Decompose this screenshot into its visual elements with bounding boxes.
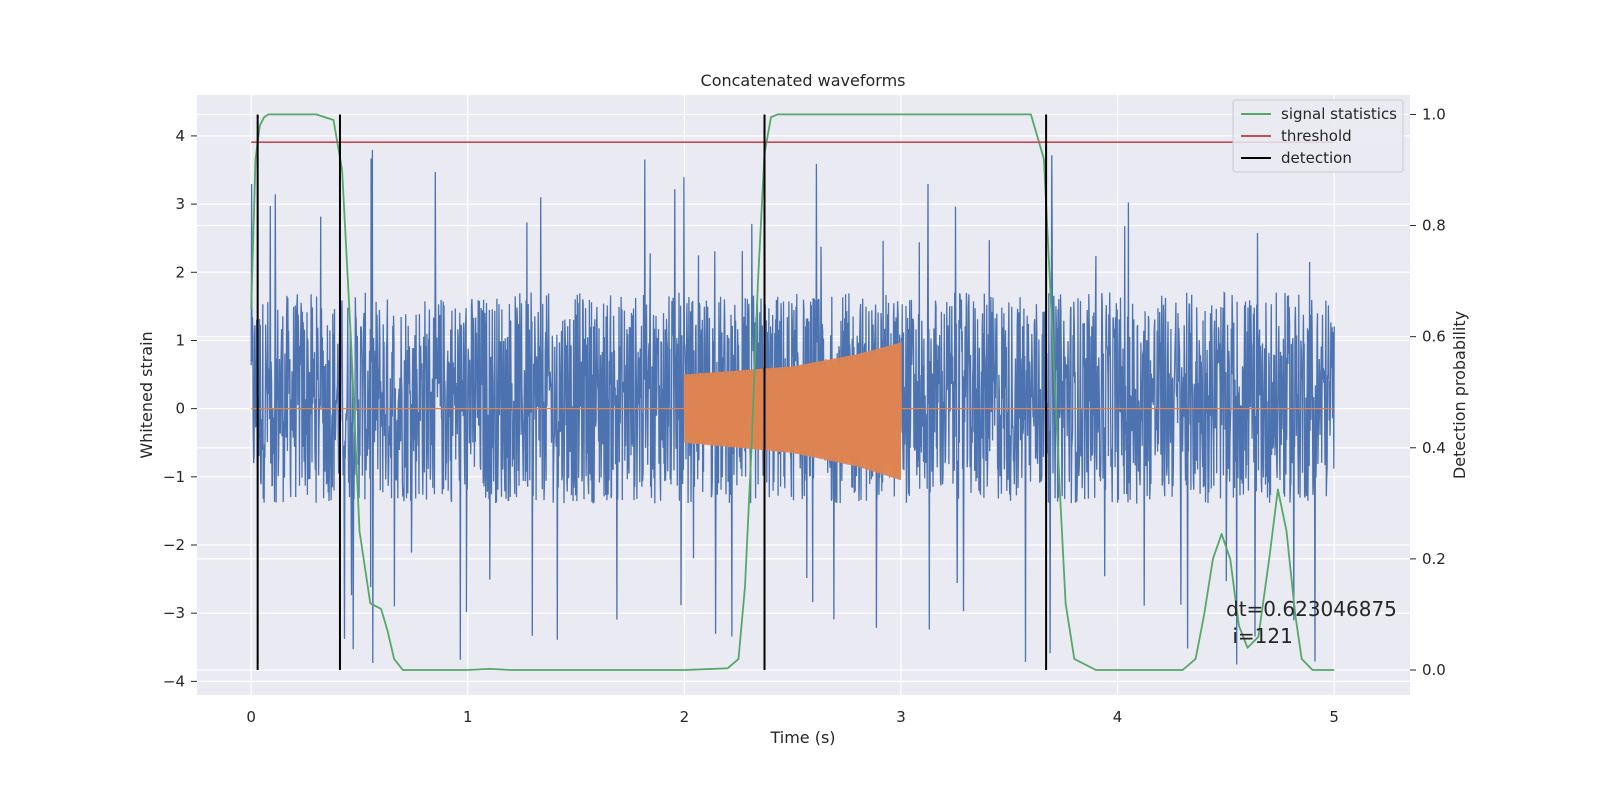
- y-tick-label: −1: [163, 468, 185, 486]
- legend-label-threshold: threshold: [1281, 127, 1352, 145]
- y-tick-label: 2: [175, 263, 185, 281]
- y-tick-label: 3: [175, 195, 185, 213]
- y-axis-title: Whitened strain: [137, 331, 156, 458]
- series-chirp-line: [251, 342, 1335, 481]
- series-noise-line: [250, 150, 1335, 665]
- y-right-tick-label: 0.4: [1422, 439, 1446, 457]
- x-axis-title: Time (s): [769, 728, 835, 747]
- legend-label-signal-statistics: signal statistics: [1281, 105, 1397, 123]
- x-tick-label: 1: [463, 708, 473, 726]
- x-axis-ticks: 0 1 2 3 4 5: [246, 708, 1339, 726]
- y-right-tick-label: 0.2: [1422, 550, 1446, 568]
- y-tick-label: −4: [163, 672, 185, 690]
- y-right-tick-label: 0.6: [1422, 328, 1446, 346]
- annotation-line-2: i=121: [1226, 624, 1293, 648]
- y-tick-label: −2: [163, 536, 185, 554]
- y-axis-ticks: −4 −3 −2 −1 0 1 2 3 4: [163, 127, 197, 690]
- y-tick-label: 0: [175, 400, 185, 418]
- y-right-tick-label: 1.0: [1422, 105, 1446, 123]
- y-right-tick-label: 0.8: [1422, 217, 1446, 235]
- x-tick-label: 5: [1329, 708, 1339, 726]
- plot-area: [250, 113, 1335, 671]
- x-tick-label: 3: [896, 708, 906, 726]
- y-tick-label: 1: [175, 331, 185, 349]
- legend-label-detection: detection: [1281, 149, 1352, 167]
- x-tick-label: 2: [680, 708, 690, 726]
- chart-title: Concatenated waveforms: [701, 71, 906, 90]
- annotation: dt=0.623046875 i=121: [1226, 597, 1397, 648]
- legend: signal statistics threshold detection: [1232, 99, 1404, 173]
- x-tick-label: 0: [246, 708, 256, 726]
- y-right-tick-label: 0.0: [1422, 661, 1446, 679]
- annotation-line-1: dt=0.623046875: [1226, 597, 1397, 621]
- y-axis-right-ticks: 0.0 0.2 0.4 0.6 0.8 1.0: [1410, 105, 1446, 679]
- legend-box: [1232, 99, 1404, 173]
- y-axis-right-title: Detection probability: [1450, 311, 1469, 479]
- x-tick-label: 4: [1113, 708, 1123, 726]
- y-tick-label: 4: [175, 127, 185, 145]
- y-tick-label: −3: [163, 604, 185, 622]
